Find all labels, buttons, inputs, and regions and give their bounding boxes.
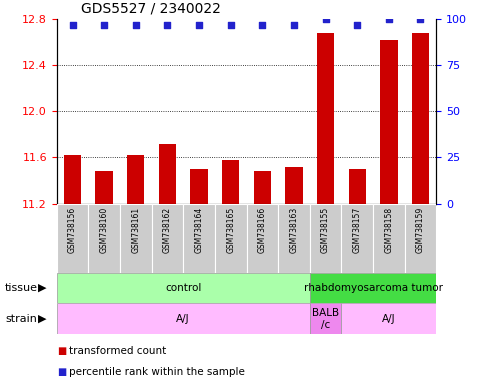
Text: A/J: A/J (176, 314, 190, 324)
Text: GSM738162: GSM738162 (163, 207, 172, 253)
Text: rhabdomyosarcoma tumor: rhabdomyosarcoma tumor (304, 283, 443, 293)
Text: ■: ■ (57, 367, 66, 377)
Bar (183, 204, 215, 273)
Point (417, 16, 424, 22)
Bar (152, 204, 183, 273)
Bar (405, 204, 436, 273)
Bar (88, 204, 120, 273)
Bar (246, 204, 278, 273)
Text: GSM738165: GSM738165 (226, 207, 235, 253)
Bar (317, 33, 334, 204)
Bar (57, 303, 310, 334)
Text: GSM738157: GSM738157 (352, 207, 362, 253)
Bar (57, 204, 88, 273)
Bar (373, 204, 405, 273)
Text: A/J: A/J (382, 314, 396, 324)
Bar (215, 204, 246, 273)
Text: ■: ■ (57, 346, 66, 356)
Text: GSM738161: GSM738161 (131, 207, 141, 253)
Text: GSM738164: GSM738164 (195, 207, 204, 253)
Bar (412, 33, 429, 204)
Text: control: control (165, 283, 202, 293)
Point (100, 22, 108, 28)
Bar (349, 169, 366, 204)
Bar (57, 273, 310, 303)
Text: GSM738163: GSM738163 (289, 207, 298, 253)
Bar (278, 204, 310, 273)
Bar (190, 169, 208, 204)
Text: strain: strain (5, 314, 37, 324)
Bar (253, 171, 271, 204)
Point (321, 16, 329, 22)
Point (353, 22, 361, 28)
Text: GSM738156: GSM738156 (68, 207, 77, 253)
Bar (127, 155, 144, 204)
Text: percentile rank within the sample: percentile rank within the sample (69, 367, 245, 377)
Text: BALB
/c: BALB /c (312, 308, 339, 329)
Bar (120, 204, 152, 273)
Text: GDS5527 / 2340022: GDS5527 / 2340022 (81, 2, 221, 15)
Point (195, 22, 203, 28)
Point (258, 22, 266, 28)
Text: ▶: ▶ (37, 314, 46, 324)
Bar (310, 303, 341, 334)
Point (164, 22, 172, 28)
Point (290, 22, 298, 28)
Text: GSM738159: GSM738159 (416, 207, 425, 253)
Text: GSM738166: GSM738166 (258, 207, 267, 253)
Bar (380, 40, 397, 204)
Bar (64, 155, 81, 204)
Bar (159, 144, 176, 204)
Point (385, 16, 393, 22)
Bar (222, 160, 240, 204)
Text: GSM738158: GSM738158 (385, 207, 393, 253)
Text: tissue: tissue (5, 283, 38, 293)
Text: GSM738155: GSM738155 (321, 207, 330, 253)
Bar (285, 167, 303, 204)
Text: ▶: ▶ (37, 283, 46, 293)
Bar (96, 171, 113, 204)
Point (69, 22, 76, 28)
Bar (310, 204, 341, 273)
Point (132, 22, 140, 28)
Bar (341, 303, 436, 334)
Point (227, 22, 235, 28)
Text: transformed count: transformed count (69, 346, 166, 356)
Bar (310, 273, 436, 303)
Text: GSM738160: GSM738160 (100, 207, 108, 253)
Bar (341, 204, 373, 273)
